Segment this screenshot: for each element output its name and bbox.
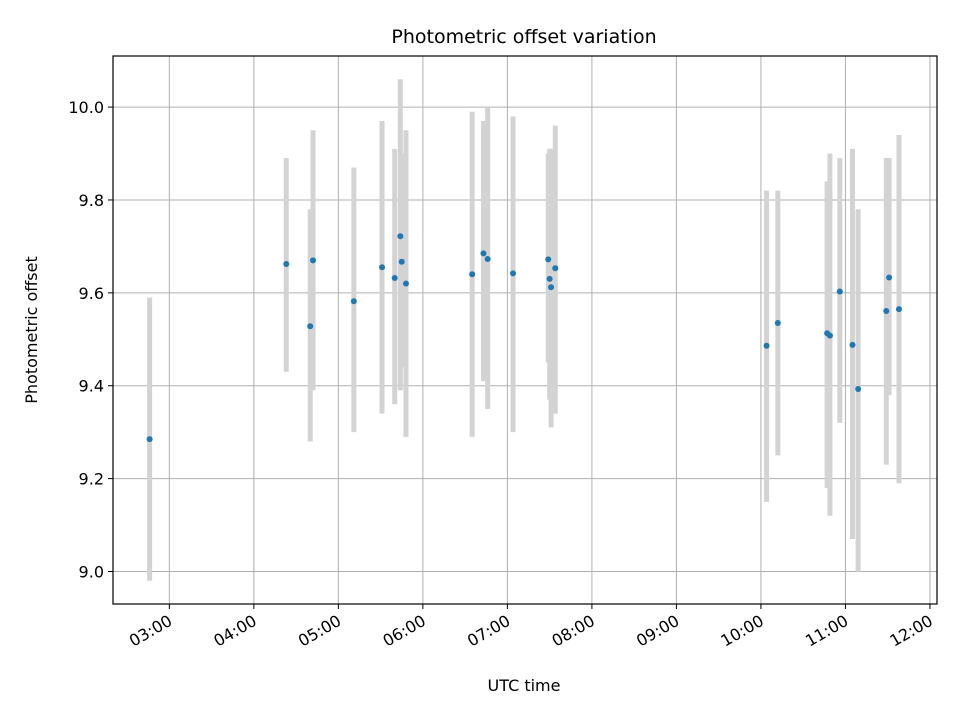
data-point	[307, 323, 314, 330]
data-point	[886, 274, 893, 281]
grid	[113, 56, 937, 604]
data-point	[548, 284, 555, 291]
data-point	[849, 341, 856, 348]
data-point	[398, 258, 405, 265]
data-point	[774, 320, 781, 327]
y-tick-label: 9.0	[79, 562, 104, 581]
data-point	[895, 306, 902, 313]
data-point	[283, 261, 290, 268]
data-point	[545, 256, 552, 263]
data-points	[146, 233, 902, 443]
data-point	[484, 255, 491, 262]
data-point	[836, 288, 843, 295]
plot-frame	[112, 55, 938, 605]
x-axis-label: UTC time	[488, 676, 561, 695]
data-point	[552, 265, 559, 272]
data-point	[402, 280, 409, 287]
data-point	[146, 436, 153, 443]
data-point	[883, 307, 890, 314]
data-point	[397, 233, 404, 240]
y-axis-label: Photometric offset	[22, 256, 41, 404]
data-point	[763, 342, 770, 349]
data-point	[469, 271, 476, 278]
data-point	[480, 250, 487, 257]
data-point	[379, 264, 386, 271]
data-point	[350, 298, 357, 305]
data-point	[546, 275, 553, 282]
data-point	[310, 257, 317, 264]
y-tick-label: 9.8	[79, 191, 104, 210]
y-tick-label: 9.6	[79, 284, 104, 303]
y-tick-label: 10.0	[68, 98, 104, 117]
data-point	[826, 332, 833, 339]
chart-title: Photometric offset variation	[391, 26, 656, 48]
y-axis-ticks: 9.0 9.2 9.4 9.6 9.8 10.0	[68, 98, 113, 581]
y-tick-label: 9.2	[79, 470, 104, 489]
data-point	[855, 385, 862, 392]
data-point	[510, 270, 517, 277]
y-tick-label: 9.4	[79, 377, 104, 396]
data-point	[391, 274, 398, 281]
